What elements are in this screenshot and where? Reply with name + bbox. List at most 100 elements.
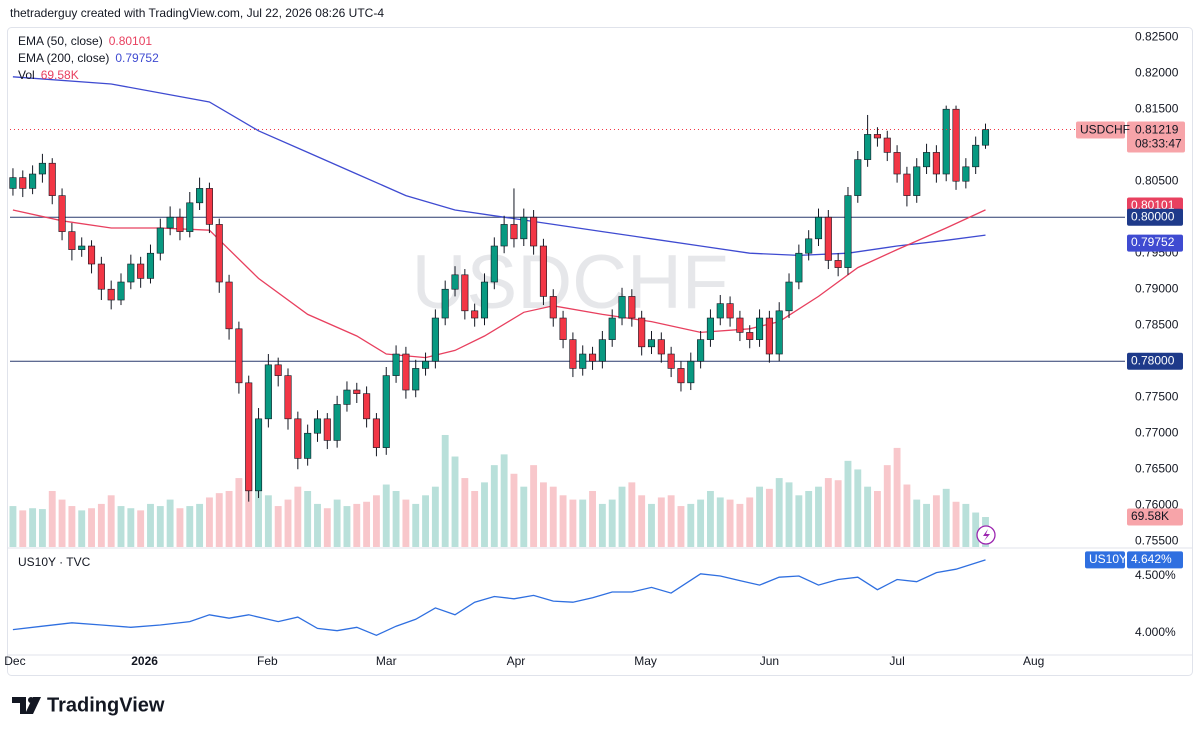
candle-body	[500, 224, 508, 247]
volume-bar	[117, 506, 125, 547]
volume-bar	[382, 484, 390, 547]
volume-bar	[539, 482, 547, 547]
price-tag-value: 0.81219	[1135, 123, 1179, 137]
candle-body	[412, 368, 420, 391]
x-tick-label: Mar	[376, 654, 397, 668]
volume-bar	[805, 490, 813, 547]
candle-body	[775, 310, 783, 355]
us10y-line	[12, 559, 986, 637]
volume-bar	[874, 490, 881, 547]
axis-tag	[1127, 352, 1183, 370]
legend-name: Vol	[18, 68, 35, 82]
volume-bar	[952, 501, 960, 547]
volume-bar	[500, 454, 508, 547]
volume-bar	[972, 512, 980, 547]
volume-bar	[176, 508, 184, 547]
candle-body	[756, 317, 764, 340]
candle-body	[166, 216, 174, 229]
volume-bar	[274, 506, 282, 547]
y-tick-label: 0.80500	[1135, 173, 1179, 187]
y2-tick-label: 4.000%	[1135, 625, 1176, 639]
candle-body	[549, 296, 557, 319]
candle-body	[972, 144, 980, 168]
volume-bar	[284, 499, 292, 547]
candle-body	[215, 224, 223, 283]
header: thetraderguy created with TradingView.co…	[10, 6, 384, 20]
volume-bar	[569, 499, 577, 547]
volume-bar	[932, 495, 940, 547]
x-tick-label: Jun	[760, 654, 779, 668]
axis-tag	[1127, 208, 1183, 226]
volume-bar	[88, 508, 95, 547]
candle-body	[9, 177, 17, 189]
candle-body	[834, 260, 842, 268]
volume-bar	[481, 482, 488, 547]
candle-body	[530, 216, 538, 247]
candle-body	[58, 195, 66, 232]
candle-body	[667, 353, 675, 369]
candle-body	[864, 134, 872, 160]
candle-body	[824, 216, 832, 261]
candle-body	[962, 166, 970, 182]
logo-mark	[12, 697, 41, 714]
candle-body	[333, 404, 341, 441]
candle-body	[844, 195, 852, 268]
candle-body	[589, 353, 597, 362]
candle-body	[235, 328, 243, 384]
volume-bar	[186, 506, 194, 547]
candle-body	[97, 263, 105, 290]
volume-bar	[215, 493, 223, 547]
y-tick-label: 0.76000	[1135, 497, 1179, 511]
logo-dot	[28, 697, 34, 703]
x-tick-label: Apr	[507, 654, 526, 668]
candle-body	[785, 281, 793, 312]
candle-body	[765, 317, 773, 355]
volume-bar	[441, 434, 449, 547]
volume-bar	[706, 490, 714, 547]
volume-bar	[775, 478, 783, 547]
candle-body	[559, 317, 567, 340]
candle-body	[245, 382, 253, 492]
volume-bar	[795, 495, 803, 547]
volume-bar	[147, 503, 154, 547]
volume-bar	[589, 490, 596, 547]
candle-body	[923, 152, 931, 168]
volume-bar	[657, 497, 665, 547]
volume-bar	[736, 503, 744, 547]
candle-body	[716, 303, 724, 319]
volume-bar	[608, 499, 616, 547]
volume-bar	[883, 465, 891, 547]
volume-bar	[323, 508, 331, 547]
volume-bar	[510, 473, 518, 547]
volume-bar	[58, 499, 66, 547]
candle-body	[392, 353, 400, 376]
volume-bar	[166, 499, 174, 547]
volume-bar	[225, 490, 233, 547]
candle-body	[274, 364, 282, 376]
symbol-tag-label: US10Y	[1089, 552, 1127, 566]
candle-body	[382, 375, 390, 448]
candle-body	[981, 129, 990, 146]
candle-body	[451, 274, 459, 290]
volume-bar	[304, 490, 312, 547]
volume-bar	[29, 508, 37, 547]
candle-body	[29, 173, 37, 189]
candle-body	[520, 216, 528, 240]
candle-body	[795, 252, 803, 283]
candle-body	[942, 108, 950, 175]
candle-body	[697, 339, 705, 362]
y-tick-label: 0.82500	[1135, 29, 1179, 43]
volume-bar	[156, 506, 164, 547]
candle-body	[127, 263, 135, 283]
candle-body	[471, 310, 479, 319]
candle-body	[893, 152, 901, 175]
candle-body	[903, 173, 911, 196]
frame	[7, 27, 1193, 676]
volume-bar	[913, 499, 921, 547]
volume-bar	[834, 480, 842, 547]
legend-value: 69.58K	[41, 68, 79, 82]
volume-bar	[716, 497, 724, 547]
volume-bar	[294, 486, 302, 547]
y-tick-label: 0.77000	[1135, 425, 1179, 439]
